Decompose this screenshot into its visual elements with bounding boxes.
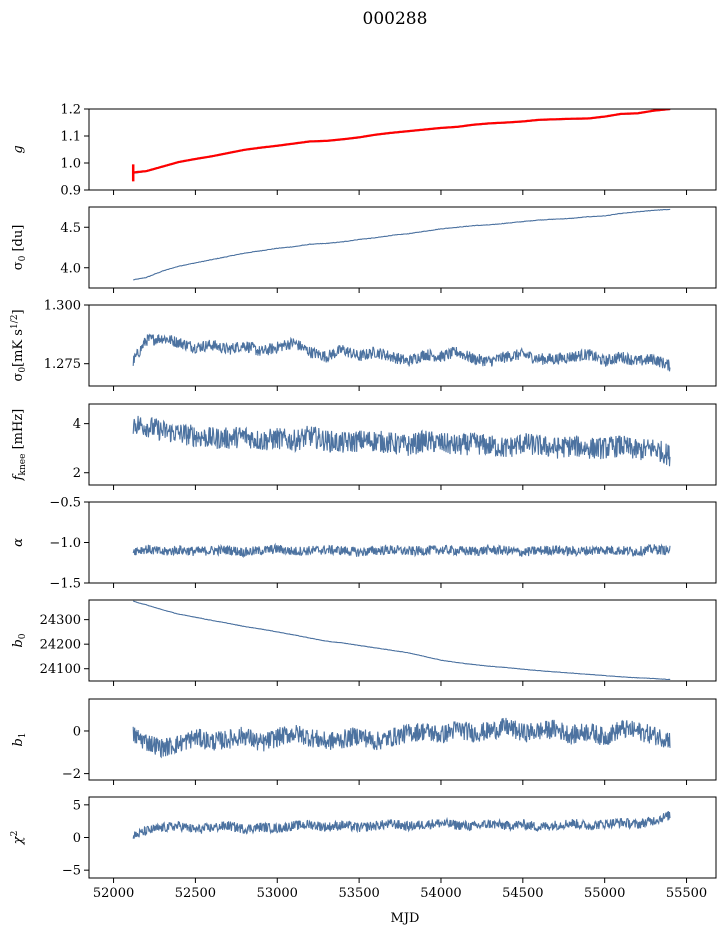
x-tick-label: 52500 <box>175 886 216 901</box>
panels: 0.9 1.0 1.1 1.2 g 4.0 4.5 σ0 [du] 1.275 1.300 σ0[m… <box>10 103 717 883</box>
axes-frame <box>88 304 717 387</box>
y-axis-label: χ2 <box>10 831 26 846</box>
axes-frame <box>88 599 717 682</box>
x-tick-label: 54500 <box>502 886 543 901</box>
axes-frame <box>88 108 717 191</box>
axes-frame <box>88 501 717 584</box>
panel-1: 0.9 1.0 1.1 1.2 g <box>11 103 717 199</box>
y-tick-label: 1.0 <box>60 157 81 172</box>
y-tick-label: 1.300 <box>44 299 81 314</box>
y-tick-label: 1.2 <box>60 103 81 118</box>
y-tick-label: −0.5 <box>49 496 81 511</box>
y-tick-label: 4.5 <box>60 221 81 236</box>
panel-7: −2 0 b1 <box>11 698 717 785</box>
axes-frame <box>88 206 717 289</box>
series-line <box>132 542 671 558</box>
x-tick-labels: 52000 52500 53000 53500 54000 54500 55000 55500 <box>93 886 707 901</box>
y-tick-label: 1.1 <box>60 130 81 145</box>
y-tick-label: 0 <box>73 831 81 846</box>
x-axis-label: MJD <box>391 911 420 926</box>
figure-title: 000288 <box>363 9 428 29</box>
y-tick-label: 24300 <box>40 613 81 628</box>
series-line <box>132 415 671 467</box>
y-tick-label: −1.0 <box>49 536 81 551</box>
y-axis-label: α <box>11 538 26 547</box>
y-tick-label: 2 <box>73 466 81 481</box>
y-tick-label: 0.9 <box>60 184 81 199</box>
series-line <box>132 333 671 372</box>
panel-4: 2 4 fknee [mHz] <box>11 403 717 490</box>
model-line <box>133 109 671 174</box>
x-tick-label: 55000 <box>584 886 625 901</box>
x-tick-label: 53500 <box>338 886 379 901</box>
y-tick-label: 5 <box>73 798 81 813</box>
y-axis-label: σ0[mK s1/2] <box>10 309 28 381</box>
y-axis-label: g <box>11 145 26 153</box>
panel-8: −5 0 5 χ2 <box>10 796 717 883</box>
y-tick-label: 24100 <box>40 662 81 677</box>
y-axis-label: fknee [mHz] <box>11 409 28 482</box>
y-tick-label: 1.275 <box>44 357 81 372</box>
y-axis-label: b1 <box>11 732 28 746</box>
series-line <box>133 600 671 681</box>
panel-6: 24100 24200 24300 b0 <box>11 599 717 686</box>
y-tick-label: −2 <box>62 767 81 782</box>
y-tick-label: 4.0 <box>60 261 81 276</box>
axes-frame <box>88 698 717 781</box>
y-axis-label: σ0 [du] <box>11 225 28 271</box>
x-tick-label: 52000 <box>93 886 134 901</box>
series-line <box>133 208 671 281</box>
panel-5: −1.5 −1.0 −0.5 α <box>11 496 717 592</box>
y-axis-label: b0 <box>11 633 28 647</box>
axes-frame <box>88 796 717 879</box>
y-tick-label: 24200 <box>40 638 81 653</box>
y-tick-label: −1.5 <box>49 577 81 592</box>
x-tick-label: 53000 <box>257 886 298 901</box>
panel-3: 1.275 1.300 σ0[mK s1/2] <box>10 299 717 391</box>
x-tick-label: 55500 <box>666 886 707 901</box>
x-tick-label: 54000 <box>420 886 461 901</box>
y-tick-label: 4 <box>73 417 81 432</box>
axes-frame <box>88 403 717 486</box>
series-line <box>132 717 671 759</box>
panel-2: 4.0 4.5 σ0 [du] <box>11 206 717 293</box>
y-tick-label: 0 <box>73 724 81 739</box>
y-tick-label: −5 <box>62 864 81 879</box>
series-line <box>132 811 671 839</box>
